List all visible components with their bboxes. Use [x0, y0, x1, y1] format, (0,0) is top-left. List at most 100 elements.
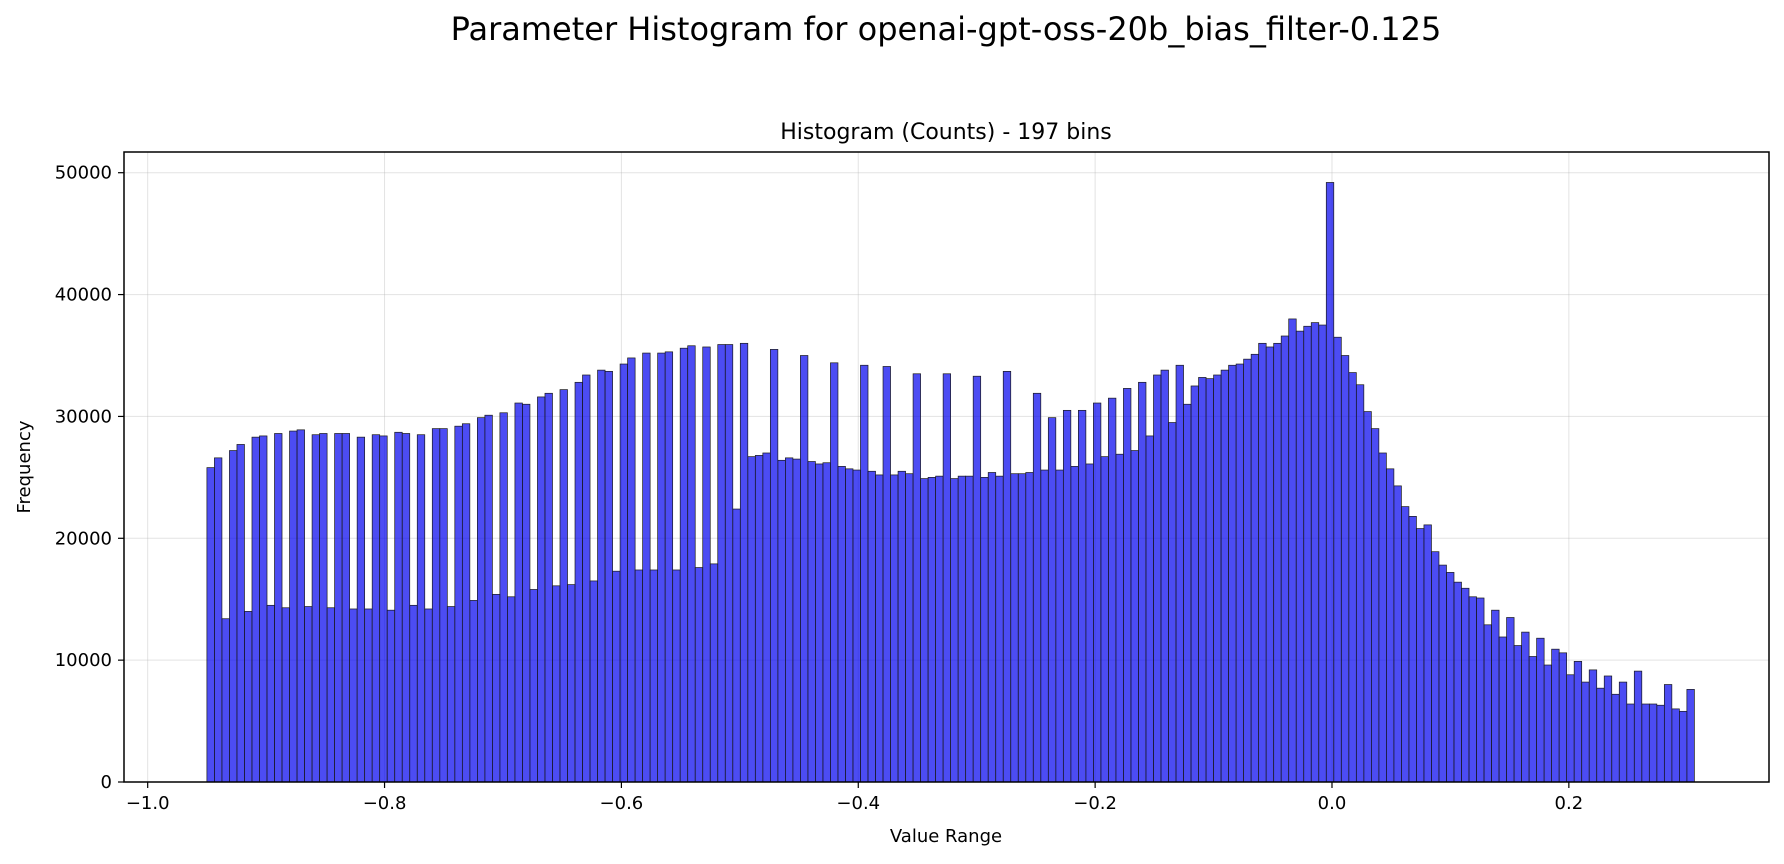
- x-tick-label: −0.2: [1073, 793, 1117, 814]
- histogram-bar: [739, 342, 749, 783]
- histogram-bar: [326, 607, 335, 783]
- histogram-bar: [567, 584, 576, 783]
- histogram-bar: [1280, 335, 1290, 783]
- histogram-bar: [1588, 669, 1598, 783]
- histogram-bar: [1416, 528, 1425, 783]
- histogram-bar: [845, 468, 854, 783]
- histogram-bar: [597, 369, 606, 783]
- histogram-bar: [717, 344, 726, 783]
- histogram-bar: [484, 414, 493, 783]
- histogram-bar: [987, 472, 997, 783]
- histogram-bar: [236, 444, 245, 783]
- histogram-bar: [1551, 648, 1560, 783]
- y-tick-label: 30000: [55, 406, 112, 427]
- histogram-bar: [1032, 392, 1042, 783]
- histogram-bar: [582, 374, 591, 783]
- histogram-bar: [244, 611, 253, 783]
- histogram-bar: [807, 461, 816, 783]
- histogram-bar: [1476, 597, 1485, 783]
- x-tick-label: −0.6: [600, 793, 644, 814]
- histogram-bar: [875, 474, 884, 783]
- histogram-bar: [259, 435, 268, 783]
- histogram-bar: [972, 375, 982, 783]
- x-axis-label: Value Range: [890, 826, 1002, 847]
- histogram-bar: [522, 403, 531, 783]
- x-tick-label: −0.8: [363, 793, 407, 814]
- histogram-bar: [1446, 572, 1455, 783]
- histogram-bar: [559, 389, 568, 783]
- histogram-bar: [1461, 587, 1470, 783]
- histogram-bar: [980, 477, 989, 783]
- histogram-bar: [469, 600, 478, 783]
- histogram-bar: [552, 585, 561, 783]
- histogram-bar: [206, 467, 215, 783]
- histogram-bar: [965, 475, 974, 783]
- histogram-bar: [1228, 364, 1237, 783]
- histogram-bar: [251, 436, 260, 783]
- histogram-bar: [507, 596, 516, 783]
- histogram-bar: [461, 423, 471, 783]
- y-tick-label: 50000: [55, 163, 112, 184]
- histogram-bar: [1340, 355, 1350, 783]
- histogram-bar: [1536, 637, 1545, 783]
- histogram-bar: [777, 459, 786, 783]
- histogram-bar: [221, 618, 230, 783]
- histogram-bar: [1070, 466, 1079, 783]
- histogram-bar: [289, 430, 298, 783]
- histogram-bar: [1453, 581, 1462, 783]
- histogram-bar: [1468, 596, 1477, 783]
- histogram-bar: [1273, 342, 1282, 783]
- histogram-bar: [281, 607, 290, 783]
- histogram-bar: [409, 604, 418, 783]
- histogram-bar: [1573, 661, 1583, 783]
- histogram-bar: [642, 352, 651, 783]
- histogram-bar: [785, 457, 794, 783]
- histogram-bar: [1611, 693, 1620, 783]
- histogram-bar: [1078, 409, 1087, 783]
- histogram-bar: [1243, 358, 1252, 783]
- histogram-bar: [1288, 318, 1297, 783]
- histogram-bar: [769, 349, 779, 783]
- histogram-bar: [815, 463, 824, 783]
- histogram-bar: [1393, 485, 1402, 783]
- histogram-bar: [897, 470, 906, 783]
- x-tick-label: 0.2: [1555, 793, 1584, 814]
- histogram-bar: [229, 450, 238, 783]
- histogram-bar: [529, 589, 538, 783]
- histogram-bar: [1513, 645, 1522, 783]
- histogram-bar: [1220, 369, 1229, 783]
- histogram-bar: [1671, 708, 1680, 783]
- y-tick-label: 0: [101, 772, 112, 793]
- x-tick-label: −0.4: [836, 793, 880, 814]
- histogram-bar: [1401, 506, 1410, 783]
- histogram-bar: [950, 478, 959, 783]
- histogram-bar: [679, 347, 689, 783]
- histogram-bar: [867, 470, 876, 783]
- histogram-bar: [1085, 463, 1094, 783]
- histogram-bar: [1596, 687, 1605, 783]
- histogram-bar: [341, 433, 350, 783]
- histogram-bar: [1108, 397, 1117, 783]
- histogram-bar: [1310, 322, 1320, 783]
- x-tick-label: −1.0: [126, 793, 170, 814]
- histogram-bar: [371, 434, 381, 783]
- histogram-bar: [1363, 411, 1372, 783]
- histogram-bar: [439, 428, 448, 783]
- histogram-bar: [574, 381, 583, 783]
- histogram-bar: [401, 433, 411, 783]
- y-axis-ticks: 0 10000 20000 30000 40000 50000: [55, 163, 124, 793]
- histogram-bar: [1528, 656, 1537, 783]
- histogram-bar: [416, 434, 426, 783]
- histogram-bar: [1265, 346, 1275, 783]
- histogram-bar: [1250, 353, 1260, 783]
- histogram-bar: [1145, 435, 1154, 783]
- histogram-bar: [1663, 684, 1673, 783]
- histogram-bar: [1325, 182, 1335, 783]
- x-tick-label: 0.0: [1318, 793, 1347, 814]
- axes-title: Histogram (Counts) - 197 bins: [780, 120, 1111, 145]
- histogram-bar: [920, 478, 929, 783]
- histogram-bar: [1491, 609, 1500, 783]
- histogram-bar: [912, 373, 921, 783]
- histogram-bar: [1047, 417, 1057, 783]
- histogram-bar: [1318, 324, 1327, 783]
